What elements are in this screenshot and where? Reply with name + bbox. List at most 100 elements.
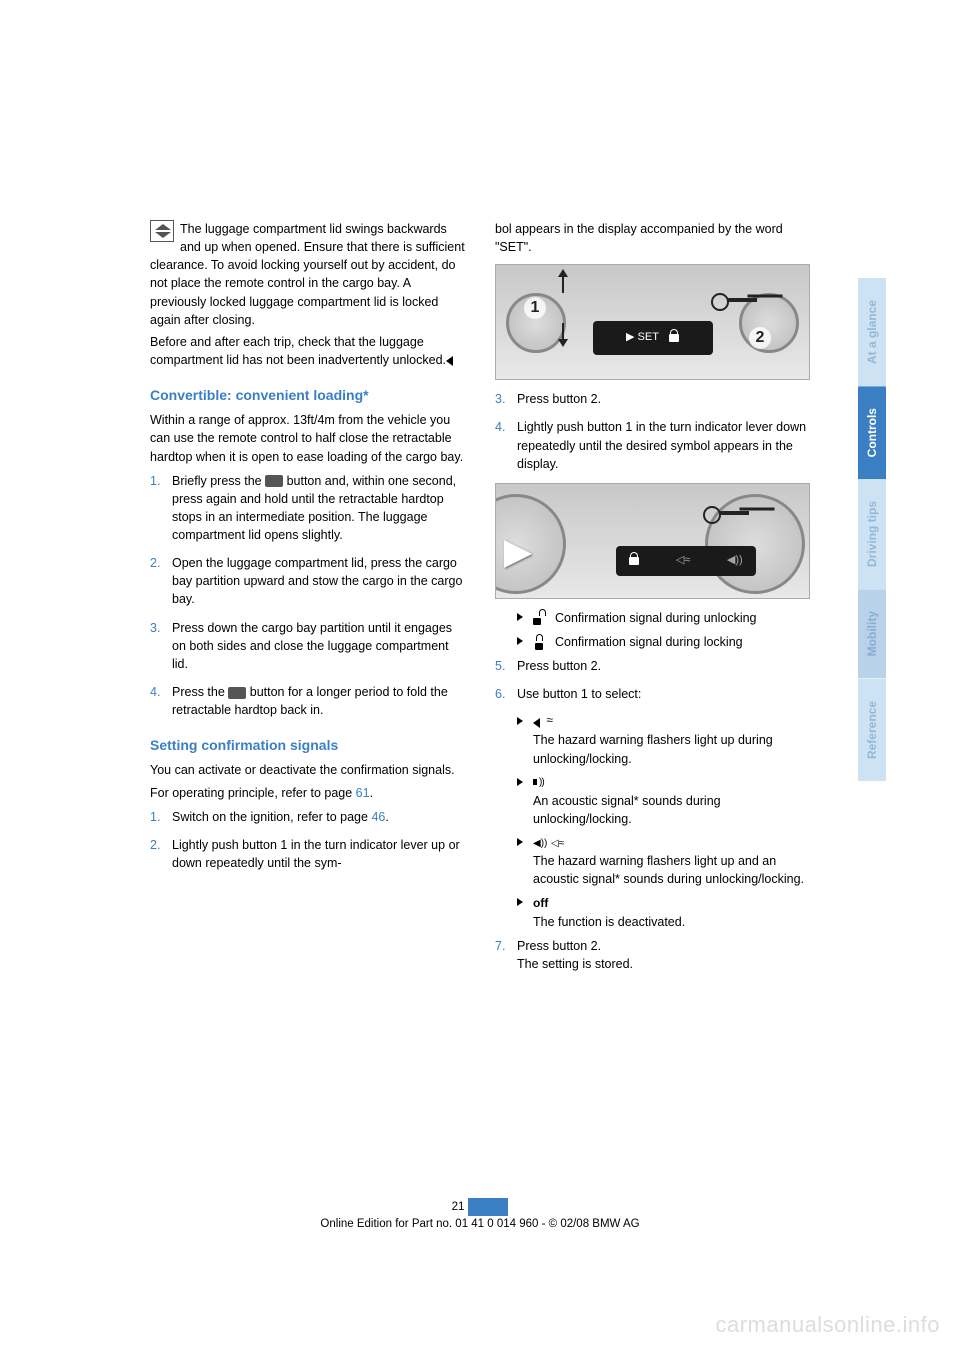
right-column: bol appears in the display accompanied b… xyxy=(495,220,810,983)
step-number: 7. xyxy=(495,937,517,973)
step-number: 1. xyxy=(150,472,172,545)
section2-principle: For operating principle, refer to page 6… xyxy=(150,784,465,802)
right-steps-b: 5. Press button 2. 6. Use button 1 to se… xyxy=(495,657,810,703)
trunk-button-icon xyxy=(265,475,283,487)
step-number: 4. xyxy=(150,683,172,719)
off-icon: off xyxy=(533,896,548,910)
bullet-unlock-signal: Confirmation signal during unlocking xyxy=(517,609,810,627)
footer-edition-line: Online Edition for Part no. 01 41 0 014 … xyxy=(0,1218,960,1230)
option-flashers: The hazard warning flashers light up dur… xyxy=(517,713,810,767)
lock-icon xyxy=(669,334,679,342)
step-text: Lightly push button 1 in the turn indica… xyxy=(172,836,465,872)
section1-intro: Within a range of approx. 13ft/4m from t… xyxy=(150,411,465,465)
page-link-46[interactable]: 46 xyxy=(371,810,385,824)
hardtop-button-icon xyxy=(228,687,246,699)
bullet-icon xyxy=(517,778,523,786)
step-number: 3. xyxy=(495,390,517,408)
page-number-bar xyxy=(468,1198,508,1216)
display-set-text: ▶ SET xyxy=(626,330,659,346)
step-number: 5. xyxy=(495,657,517,675)
tab-controls[interactable]: Controls xyxy=(858,386,886,479)
step-number: 2. xyxy=(150,554,172,608)
step-text: Press button 2. The setting is stored. xyxy=(517,937,810,973)
step-text: Press button 2. xyxy=(517,390,810,408)
bullet-icon xyxy=(517,637,523,645)
heading-convenient-loading: Convertible: convenient loading* xyxy=(150,385,465,405)
left-column: The luggage compartment lid swings backw… xyxy=(150,220,465,983)
unlock-icon xyxy=(533,611,551,625)
step-1: 1. Switch on the ignition, refer to page… xyxy=(150,808,465,826)
bullet-icon xyxy=(517,898,523,906)
end-marker-icon xyxy=(446,356,453,366)
tab-at-a-glance[interactable]: At a glance xyxy=(858,278,886,386)
acoustic-icon xyxy=(533,776,551,790)
continuation-text: bol appears in the display accompanied b… xyxy=(495,220,810,256)
step-text: Use button 1 to select: xyxy=(517,685,810,703)
step-6: 6. Use button 1 to select: xyxy=(495,685,810,703)
watermark: carmanualsonline.info xyxy=(715,1312,940,1338)
warning-text1: The luggage compartment lid swings backw… xyxy=(150,222,465,327)
warning-text2: Before and after each trip, check that t… xyxy=(150,335,446,367)
step-1: 1. Briefly press the button and, within … xyxy=(150,472,465,545)
right-steps-c: 7. Press button 2. The setting is stored… xyxy=(495,937,810,973)
step-number: 3. xyxy=(150,619,172,673)
page-number: 21 xyxy=(452,1201,465,1213)
lock-closed-icon xyxy=(533,636,551,650)
step-number: 4. xyxy=(495,418,517,472)
heading-confirmation-signals: Setting confirmation signals xyxy=(150,735,465,755)
cluster-display: ▶ SET xyxy=(593,321,713,355)
section2-steps-left: 1. Switch on the ignition, refer to page… xyxy=(150,808,465,872)
tab-reference[interactable]: Reference xyxy=(858,679,886,781)
step-7: 7. Press button 2. The setting is stored… xyxy=(495,937,810,973)
hazard-flash-icon xyxy=(533,716,551,730)
step-number: 6. xyxy=(495,685,517,703)
bullet-lock-signal: Confirmation signal during locking xyxy=(517,633,810,651)
key-icon xyxy=(711,289,761,309)
tab-mobility[interactable]: Mobility xyxy=(858,589,886,678)
bullet-icon xyxy=(517,613,523,621)
step-text: Open the luggage compartment lid, press … xyxy=(172,554,465,608)
bullet-icon xyxy=(517,717,523,725)
step-text: Press the button for a longer period to … xyxy=(172,683,465,719)
warning-icon xyxy=(150,220,174,242)
step-text: Press button 2. xyxy=(517,657,810,675)
right-steps-a: 3. Press button 2. 4. Lightly push butto… xyxy=(495,390,810,473)
page-number-line: 21 xyxy=(0,1198,960,1216)
key-icon xyxy=(703,502,753,522)
page-link-61[interactable]: 61 xyxy=(356,786,370,800)
step-2: 2. Lightly push button 1 in the turn ind… xyxy=(150,836,465,872)
option-off: off The function is deactivated. xyxy=(517,894,810,931)
step-number: 1. xyxy=(150,808,172,826)
warning-text2-wrap: Before and after each trip, check that t… xyxy=(150,333,465,369)
step-5: 5. Press button 2. xyxy=(495,657,810,675)
confirmation-bullets: Confirmation signal during unlocking Con… xyxy=(495,609,810,651)
bullet-icon xyxy=(517,838,523,846)
step-3: 3. Press button 2. xyxy=(495,390,810,408)
option-bullets: The hazard warning flashers light up dur… xyxy=(495,713,810,931)
step-4: 4. Lightly push button 1 in the turn ind… xyxy=(495,418,810,472)
selection-arrow-icon xyxy=(504,540,532,568)
warning-paragraph: The luggage compartment lid swings backw… xyxy=(150,220,465,329)
arrow-up-icon xyxy=(562,271,580,293)
page-footer: 21 Online Edition for Part no. 01 41 0 0… xyxy=(0,1198,960,1230)
step-text: Lightly push button 1 in the turn indica… xyxy=(517,418,810,472)
arrow-down-icon xyxy=(562,323,580,345)
step-number: 2. xyxy=(150,836,172,872)
figure-set-display: 1 ▶ SET 2 xyxy=(495,264,810,380)
option-both: The hazard warning flashers light up and… xyxy=(517,834,810,888)
tab-driving-tips[interactable]: Driving tips xyxy=(858,479,886,589)
step-2: 2. Open the luggage compartment lid, pre… xyxy=(150,554,465,608)
flash-and-sound-icon xyxy=(533,837,567,851)
section-tabs: At a glance Controls Driving tips Mobili… xyxy=(858,278,888,781)
section2-intro: You can activate or deactivate the confi… xyxy=(150,761,465,779)
section1-steps: 1. Briefly press the button and, within … xyxy=(150,472,465,720)
step-text: Briefly press the button and, within one… xyxy=(172,472,465,545)
step-3: 3. Press down the cargo bay partition un… xyxy=(150,619,465,673)
cluster-display: ◁≈ ◀)) xyxy=(616,546,756,576)
figure-symbol-display: ◁≈ ◀)) xyxy=(495,483,810,599)
option-acoustic: An acoustic signal* sounds during unlock… xyxy=(517,774,810,828)
lock-icon xyxy=(629,557,639,565)
step-text: Switch on the ignition, refer to page 46… xyxy=(172,808,465,826)
step-text: Press down the cargo bay partition until… xyxy=(172,619,465,673)
step-4: 4. Press the button for a longer period … xyxy=(150,683,465,719)
